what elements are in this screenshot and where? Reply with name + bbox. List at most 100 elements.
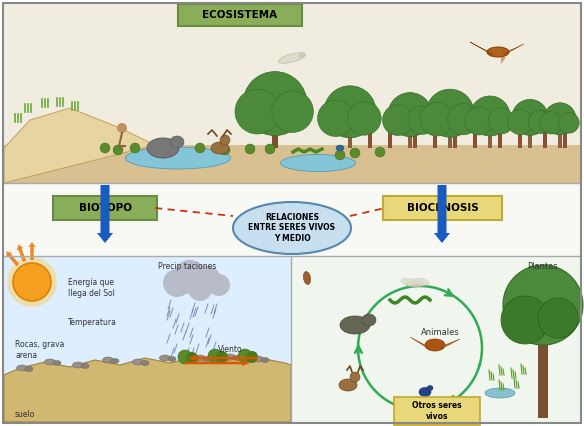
Circle shape <box>335 150 345 160</box>
FancyArrow shape <box>434 185 450 243</box>
Polygon shape <box>501 57 506 64</box>
Circle shape <box>117 123 127 133</box>
Ellipse shape <box>427 386 433 391</box>
Circle shape <box>420 102 454 136</box>
FancyBboxPatch shape <box>448 130 452 148</box>
Circle shape <box>488 108 514 134</box>
Circle shape <box>195 143 205 153</box>
FancyBboxPatch shape <box>4 4 580 183</box>
Circle shape <box>245 144 255 154</box>
Polygon shape <box>441 339 460 349</box>
Circle shape <box>265 144 275 154</box>
FancyBboxPatch shape <box>518 120 522 148</box>
Ellipse shape <box>401 278 417 286</box>
Circle shape <box>383 105 413 135</box>
FancyBboxPatch shape <box>4 256 291 422</box>
Circle shape <box>235 89 280 134</box>
FancyBboxPatch shape <box>368 123 372 148</box>
FancyBboxPatch shape <box>4 145 580 183</box>
Ellipse shape <box>147 138 179 158</box>
Circle shape <box>208 274 230 296</box>
Text: BIOTOPO: BIOTOPO <box>78 203 131 213</box>
FancyBboxPatch shape <box>453 129 457 148</box>
Circle shape <box>347 101 381 135</box>
FancyArrow shape <box>6 251 19 266</box>
FancyBboxPatch shape <box>528 130 532 148</box>
FancyArrow shape <box>97 185 113 243</box>
Circle shape <box>447 104 479 135</box>
Circle shape <box>155 142 165 152</box>
Circle shape <box>388 92 432 137</box>
Circle shape <box>216 351 228 363</box>
Ellipse shape <box>298 52 306 58</box>
Ellipse shape <box>170 136 184 148</box>
Circle shape <box>465 107 493 135</box>
Circle shape <box>507 109 533 135</box>
Circle shape <box>7 257 57 307</box>
Circle shape <box>272 91 314 132</box>
Circle shape <box>544 103 576 135</box>
Text: ECOSISTEMA: ECOSISTEMA <box>203 10 277 20</box>
Circle shape <box>512 99 548 135</box>
Circle shape <box>558 112 579 133</box>
FancyBboxPatch shape <box>53 196 157 220</box>
Ellipse shape <box>336 145 344 151</box>
Circle shape <box>163 269 191 297</box>
Text: Rocas, grava
arena: Rocas, grava arena <box>15 340 64 360</box>
Ellipse shape <box>16 365 27 371</box>
Ellipse shape <box>252 356 263 362</box>
Ellipse shape <box>419 388 431 397</box>
Ellipse shape <box>111 359 119 363</box>
Polygon shape <box>4 356 291 422</box>
Text: RELACIONES
ENTRE SERES VIVOS
Y MEDIO: RELACIONES ENTRE SERES VIVOS Y MEDIO <box>249 213 335 243</box>
Ellipse shape <box>203 357 211 362</box>
Ellipse shape <box>224 354 235 360</box>
FancyBboxPatch shape <box>413 127 417 148</box>
FancyBboxPatch shape <box>538 330 548 418</box>
Ellipse shape <box>279 53 305 63</box>
Circle shape <box>350 148 360 158</box>
Ellipse shape <box>362 314 376 326</box>
FancyBboxPatch shape <box>563 120 567 148</box>
Ellipse shape <box>261 357 269 363</box>
Ellipse shape <box>133 359 144 365</box>
FancyBboxPatch shape <box>4 183 580 256</box>
Circle shape <box>470 96 510 136</box>
FancyBboxPatch shape <box>473 117 477 148</box>
Ellipse shape <box>72 362 84 368</box>
Circle shape <box>426 89 474 137</box>
Circle shape <box>375 147 385 157</box>
Circle shape <box>324 86 376 138</box>
Circle shape <box>100 143 110 153</box>
Polygon shape <box>410 337 429 349</box>
Polygon shape <box>470 42 493 55</box>
Circle shape <box>540 112 562 134</box>
Ellipse shape <box>485 388 515 398</box>
FancyBboxPatch shape <box>498 121 502 148</box>
FancyBboxPatch shape <box>488 130 492 148</box>
FancyBboxPatch shape <box>291 256 580 422</box>
FancyBboxPatch shape <box>383 196 502 220</box>
FancyBboxPatch shape <box>408 130 412 148</box>
Circle shape <box>408 106 436 134</box>
Ellipse shape <box>81 363 89 368</box>
FancyBboxPatch shape <box>394 397 480 425</box>
Ellipse shape <box>194 355 206 361</box>
Circle shape <box>178 350 192 364</box>
Text: Temperatura: Temperatura <box>68 318 117 327</box>
Ellipse shape <box>339 379 357 391</box>
Text: Energía que
llega del Sol: Energía que llega del Sol <box>68 278 115 298</box>
Circle shape <box>503 265 583 345</box>
Ellipse shape <box>103 357 113 363</box>
Ellipse shape <box>303 271 311 285</box>
Text: BIOCENOSIS: BIOCENOSIS <box>406 203 478 213</box>
FancyArrow shape <box>17 245 26 262</box>
Text: Precip taciones: Precip taciones <box>158 262 216 271</box>
Ellipse shape <box>211 142 229 154</box>
Circle shape <box>238 349 252 363</box>
Polygon shape <box>4 108 155 183</box>
Text: Viento: Viento <box>218 345 242 354</box>
FancyBboxPatch shape <box>558 130 562 148</box>
FancyBboxPatch shape <box>348 130 352 148</box>
Text: Otros seres
vivos: Otros seres vivos <box>412 401 462 421</box>
